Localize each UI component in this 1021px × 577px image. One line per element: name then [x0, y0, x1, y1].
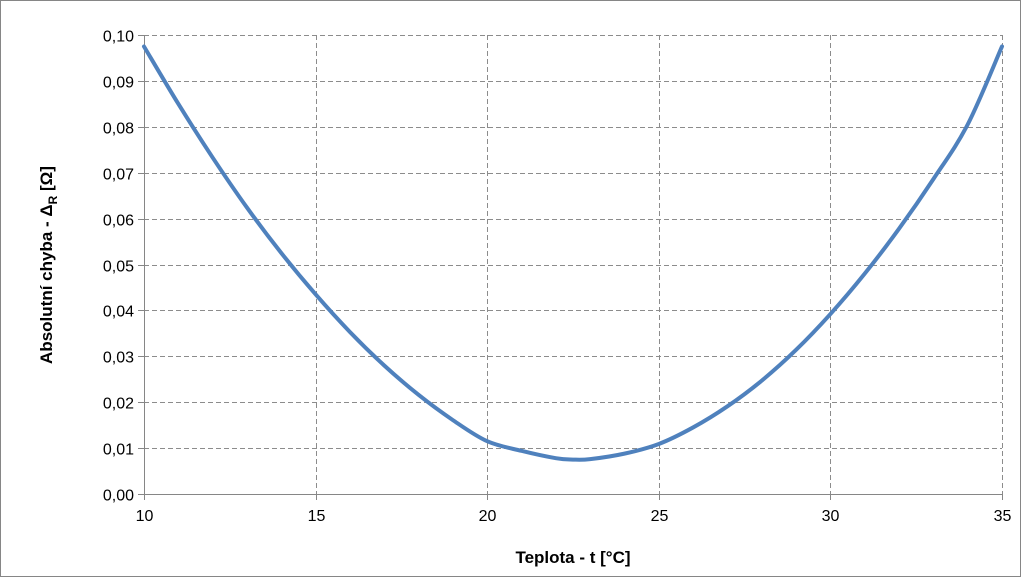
y-tick-label: 0,06 — [103, 213, 134, 230]
y-tick-label: 0,04 — [103, 304, 134, 321]
y-tick-label: 0,01 — [103, 442, 134, 459]
grid — [144, 35, 1003, 494]
y-axis-title-unit: [Ω] — [37, 166, 56, 196]
y-tick-label: 0,05 — [103, 259, 134, 276]
y-tick-label: 0,08 — [103, 121, 134, 138]
x-tick-label: 25 — [651, 508, 669, 525]
x-tick-label: 35 — [994, 508, 1012, 525]
y-tick-label: 0,00 — [103, 488, 134, 505]
x-tick-label: 20 — [479, 508, 497, 525]
y-tick-label: 0,03 — [103, 350, 134, 367]
y-axis-title: Absolutní chyba - ΔR [Ω] — [37, 166, 60, 364]
y-tick-label: 0,07 — [103, 167, 134, 184]
axes — [138, 35, 1003, 500]
y-tick-label: 0,09 — [103, 75, 134, 92]
tick-labels: 0,00 0,01 0,02 0,03 0,04 0,05 0,06 0,07 0,08 0,09… — [103, 29, 1012, 526]
y-tick-label: 0,10 — [103, 29, 134, 46]
x-axis-title: Teplota - t [°C] — [515, 548, 630, 567]
series — [142, 44, 1004, 462]
x-tick-label: 30 — [822, 508, 840, 525]
y-axis-title-subscript: R — [46, 195, 60, 204]
x-tick-label: 10 — [136, 508, 154, 525]
y-axis-title-main: Absolutní chyba - Δ — [37, 204, 56, 364]
y-tick-label: 0,02 — [103, 396, 134, 413]
series-line — [142, 44, 1004, 462]
x-tick-label: 15 — [308, 508, 326, 525]
